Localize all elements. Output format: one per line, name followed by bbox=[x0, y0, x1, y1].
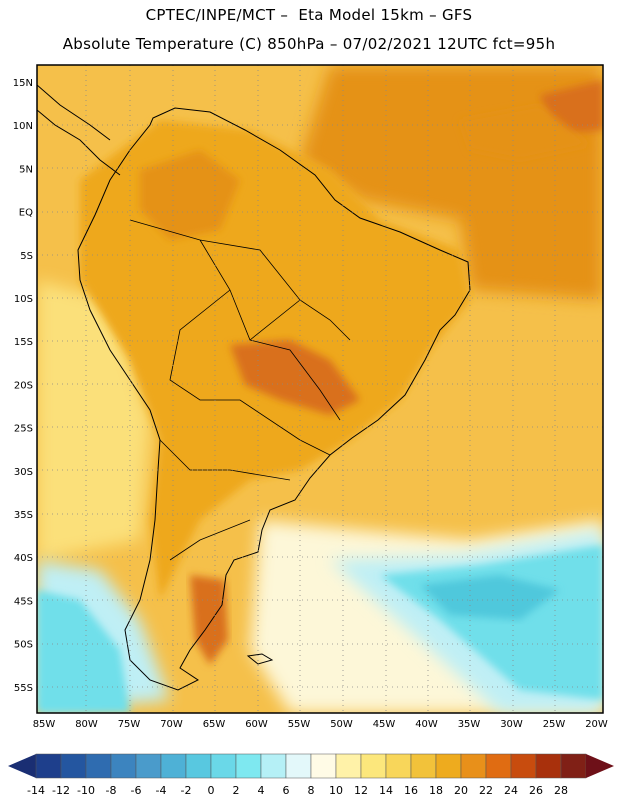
colorbar-swatch bbox=[60, 753, 87, 779]
lat-label: 55S bbox=[14, 683, 33, 694]
colorbar-tick-label: -4 bbox=[156, 784, 167, 797]
lon-label: 50W bbox=[330, 719, 353, 730]
central-america-coastline bbox=[37, 84, 121, 176]
field-deep-cyan bbox=[420, 575, 560, 620]
field-hotspot-pantanal bbox=[230, 340, 360, 415]
lat-label: EQ bbox=[19, 208, 33, 219]
colorbar-tick-label: 26 bbox=[529, 784, 543, 797]
colorbar-tick-label: 14 bbox=[379, 784, 393, 797]
colorbar-tick-label: -8 bbox=[106, 784, 117, 797]
lat-label: 20S bbox=[14, 380, 33, 391]
colorbar: -14 -12 -10 -8 -6 -4 -2 0 2 4 6 8 10 12 14 16 18 20 22 24 26… bbox=[8, 753, 614, 797]
longitude-labels: 85W 80W 75W 70W 65W 60W 55W 50W 45W 40W 35W 30W 25W 2… bbox=[33, 719, 608, 730]
colorbar-swatch bbox=[410, 753, 437, 779]
colorbar-swatch bbox=[285, 753, 312, 779]
colorbar-swatch bbox=[360, 753, 387, 779]
colorbar-tick-label: 24 bbox=[504, 784, 518, 797]
lat-label: 30S bbox=[14, 467, 33, 478]
colorbar-swatch bbox=[35, 753, 62, 779]
colorbar-swatch bbox=[485, 753, 512, 779]
lon-label: 65W bbox=[203, 719, 226, 730]
colorbar-swatch bbox=[435, 753, 462, 779]
colorbar-swatch bbox=[160, 753, 187, 779]
colorbar-tick-label: -10 bbox=[77, 784, 95, 797]
field-hotspot-north bbox=[140, 150, 240, 240]
colorbar-swatch bbox=[560, 753, 587, 779]
field-pacific-south-cyan bbox=[37, 590, 130, 713]
colorbar-tick-label: -2 bbox=[181, 784, 192, 797]
coastlines bbox=[37, 84, 471, 691]
lat-label: 15S bbox=[14, 337, 33, 348]
colorbar-tick-label: 6 bbox=[283, 784, 290, 797]
field-hotspot-patagonia bbox=[190, 575, 228, 665]
map-field bbox=[37, 65, 603, 713]
colorbar-swatch bbox=[210, 753, 237, 779]
colorbar-tick-label: -14 bbox=[27, 784, 45, 797]
lon-label: 60W bbox=[245, 719, 268, 730]
colorbar-swatch bbox=[85, 753, 112, 779]
colorbar-tick-label: 0 bbox=[208, 784, 215, 797]
title-line-2: Absolute Temperature (C) 850hPa – 07/02/… bbox=[62, 35, 556, 53]
colorbar-swatch bbox=[510, 753, 537, 779]
colorbar-tick-label: 12 bbox=[354, 784, 368, 797]
colorbar-swatch bbox=[185, 753, 212, 779]
colorbar-tick-label: 4 bbox=[258, 784, 265, 797]
colorbar-boxes bbox=[35, 753, 587, 779]
south-america-coastline bbox=[77, 107, 471, 691]
lon-label: 45W bbox=[373, 719, 396, 730]
lon-label: 20W bbox=[585, 719, 608, 730]
lon-label: 55W bbox=[288, 719, 311, 730]
lon-label: 85W bbox=[33, 719, 56, 730]
colorbar-tick-label: 22 bbox=[479, 784, 493, 797]
colorbar-swatch bbox=[385, 753, 412, 779]
lat-label: 45S bbox=[14, 596, 33, 607]
colorbar-tick-label: -6 bbox=[131, 784, 142, 797]
colorbar-tick-label: -12 bbox=[52, 784, 70, 797]
lon-label: 25W bbox=[543, 719, 566, 730]
colorbar-left-arrow bbox=[8, 754, 36, 778]
lat-label: 40S bbox=[14, 553, 33, 564]
field-pacific-cool bbox=[37, 280, 150, 560]
colorbar-swatch bbox=[135, 753, 162, 779]
lon-label: 80W bbox=[75, 719, 98, 730]
lat-label: 25S bbox=[14, 424, 33, 435]
lat-label: 10N bbox=[13, 121, 33, 132]
lat-label: 50S bbox=[14, 640, 33, 651]
colorbar-tick-label: 8 bbox=[308, 784, 315, 797]
colorbar-swatch bbox=[260, 753, 287, 779]
colorbar-swatch bbox=[335, 753, 362, 779]
lat-label: 15N bbox=[13, 78, 33, 89]
lon-label: 75W bbox=[118, 719, 141, 730]
field-atlantic-hot-2 bbox=[460, 105, 590, 160]
lon-label: 35W bbox=[458, 719, 481, 730]
lon-label: 70W bbox=[160, 719, 183, 730]
colorbar-swatch bbox=[535, 753, 562, 779]
colorbar-tick-label: 16 bbox=[404, 784, 418, 797]
colorbar-tick-labels: -14 -12 -10 -8 -6 -4 -2 0 2 4 6 8 10 12 14 16 18 20 22 24 26… bbox=[27, 784, 568, 797]
map-frame bbox=[36, 64, 604, 714]
colorbar-right-arrow bbox=[586, 754, 614, 778]
colorbar-tick-label: 18 bbox=[429, 784, 443, 797]
title-line-1: CPTEC/INPE/MCT – Eta Model 15km – GFS bbox=[145, 6, 473, 24]
colorbar-swatch bbox=[460, 753, 487, 779]
colorbar-tick-label: 2 bbox=[233, 784, 240, 797]
latitude-labels: 15N 10N 5N EQ 5S 10S 15S 20S 25S 30S 35S 40S 45S 50S 5… bbox=[13, 78, 33, 694]
lon-label: 40W bbox=[415, 719, 438, 730]
colorbar-tick-label: 20 bbox=[454, 784, 468, 797]
borders bbox=[129, 219, 351, 561]
colorbar-swatch bbox=[110, 753, 137, 779]
colorbar-tick-label: 10 bbox=[329, 784, 343, 797]
colorbar-swatch bbox=[310, 753, 337, 779]
lon-label: 30W bbox=[500, 719, 523, 730]
lat-label: 5N bbox=[19, 164, 33, 175]
colorbar-tick-label: 28 bbox=[554, 784, 568, 797]
lat-label: 5S bbox=[20, 251, 33, 262]
colorbar-swatch bbox=[235, 753, 262, 779]
lat-label: 35S bbox=[14, 510, 33, 521]
temperature-map: 15N 10N 5N EQ 5S 10S 15S 20S 25S 30S 35S 40S 45S 50S 5… bbox=[13, 64, 608, 730]
lat-label: 10S bbox=[14, 294, 33, 305]
falkland-islands bbox=[246, 653, 274, 665]
